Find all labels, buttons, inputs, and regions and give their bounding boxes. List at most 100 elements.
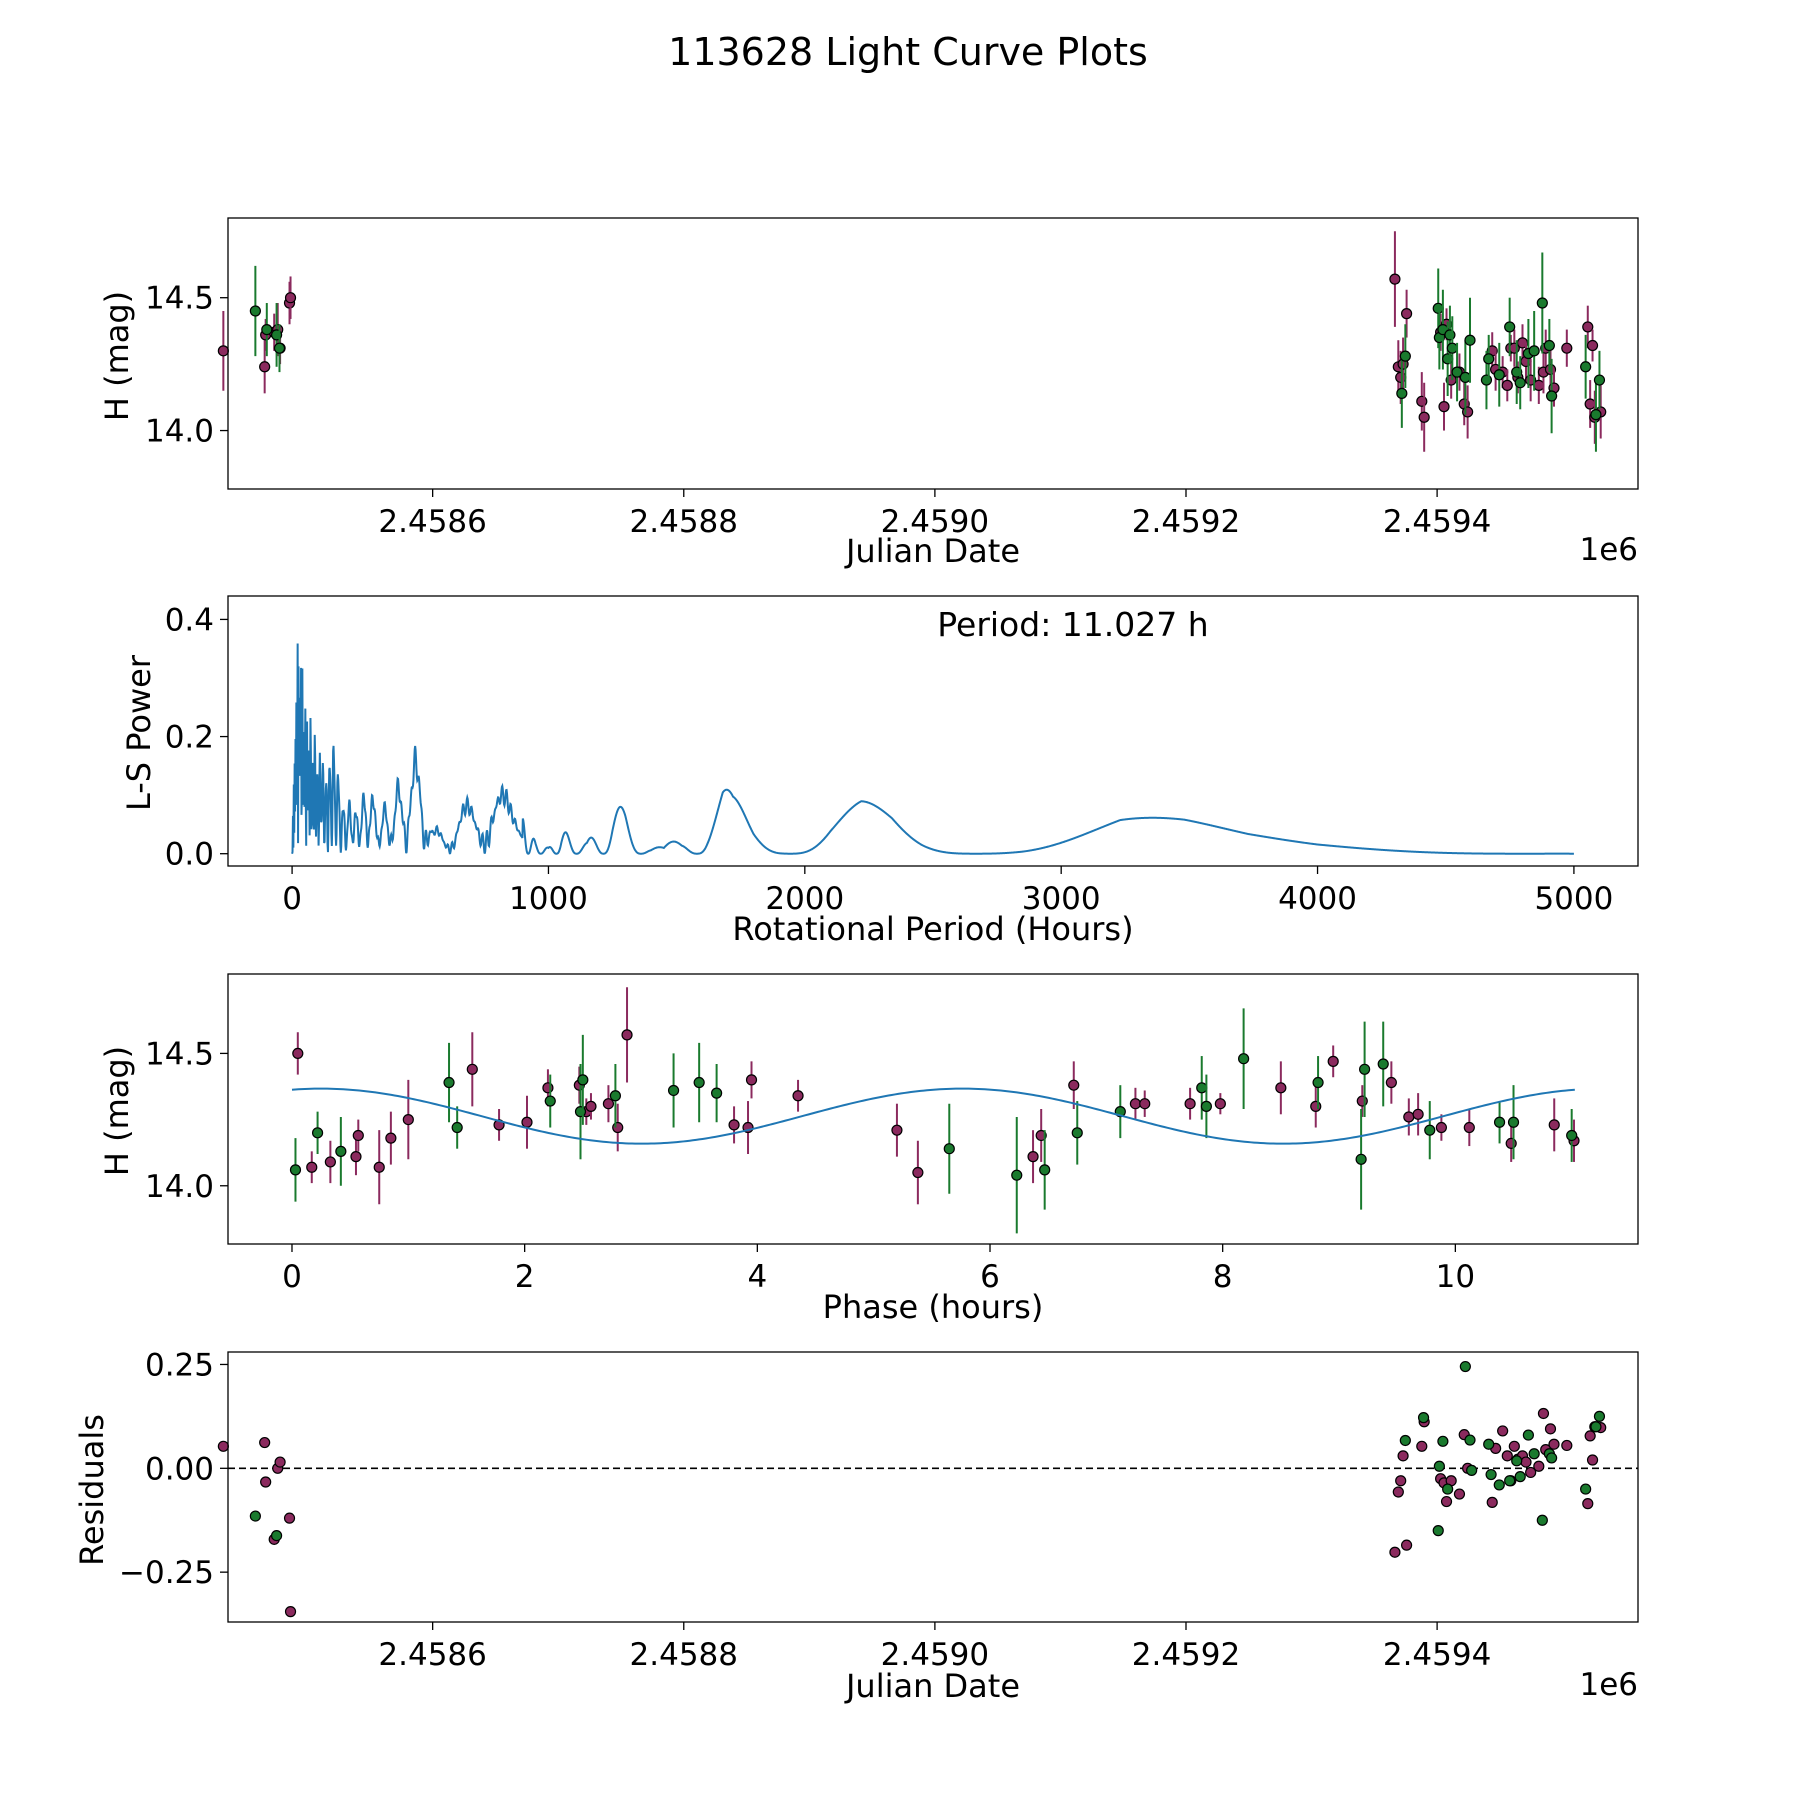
data-point <box>1580 1483 1592 1495</box>
phased-ylabel: H (mag) <box>98 1046 136 1176</box>
panel-2-frame <box>227 973 1639 1245</box>
data-point <box>1590 1421 1602 1433</box>
data-point <box>1437 1435 1449 1447</box>
data-point <box>1400 1539 1413 1551</box>
data-point <box>1377 1058 1389 1070</box>
data-point <box>1438 401 1450 413</box>
data-point <box>1139 1098 1151 1110</box>
panel-2-ytick-label: 14.0 <box>145 1169 214 1205</box>
data-point <box>1214 1098 1226 1110</box>
data-point <box>1446 342 1458 354</box>
data-point <box>306 1161 318 1173</box>
data-point <box>1416 395 1428 407</box>
panel-1-xtick-label: 2000 <box>765 881 844 917</box>
data-point <box>1536 1514 1548 1526</box>
data-point <box>1027 1151 1039 1163</box>
data-point <box>1327 1055 1339 1067</box>
data-point <box>1584 1430 1596 1442</box>
data-point <box>1537 1407 1550 1420</box>
panel-1-xtick-label: 4000 <box>1278 881 1357 917</box>
data-point <box>385 1132 397 1144</box>
data-point <box>1459 1360 1471 1373</box>
data-point <box>1584 398 1596 410</box>
periodogram-panel: Rotational Period (Hours) L-S Power Peri… <box>120 595 1639 948</box>
data-point <box>1392 1486 1404 1498</box>
data-point <box>585 1100 597 1112</box>
panel-1-ytick-label: 0.2 <box>165 720 214 756</box>
data-point <box>1511 1455 1523 1467</box>
data-point <box>1580 361 1592 373</box>
data-point <box>1586 1454 1599 1466</box>
data-point <box>1586 339 1599 352</box>
data-point <box>711 1087 723 1099</box>
data-point <box>1462 406 1474 418</box>
data-point <box>1508 1440 1520 1452</box>
panel-3-xtick-label: 2.4592 <box>1132 1637 1240 1673</box>
periodogram-xlabel: Rotational Period (Hours) <box>732 910 1133 948</box>
data-point <box>1459 371 1471 384</box>
data-point <box>274 1456 286 1468</box>
data-point <box>1548 1438 1560 1450</box>
data-point <box>260 1476 272 1488</box>
panel-0-xtick-label: 2.4590 <box>881 504 989 540</box>
data-point <box>1453 1488 1466 1500</box>
period-annotation: Period: 11.027 h <box>937 605 1208 644</box>
data-point <box>1504 321 1516 333</box>
data-point <box>1389 1546 1401 1558</box>
data-point <box>1403 1111 1415 1123</box>
data-point <box>217 345 229 357</box>
data-point <box>1389 273 1401 285</box>
panel-3-ytick-label: 0.00 <box>145 1451 214 1487</box>
data-point <box>1493 1116 1506 1128</box>
panel-0-xtick-label: 2.4594 <box>1383 504 1491 540</box>
data-point <box>1396 387 1408 399</box>
panel-1-frame <box>227 595 1639 867</box>
data-point <box>259 361 271 373</box>
data-point <box>1433 1460 1445 1472</box>
data-point <box>373 1161 385 1173</box>
panel-2-xtick-label: 4 <box>747 1259 767 1295</box>
data-point <box>350 1151 362 1163</box>
data-point <box>1501 379 1513 391</box>
data-point <box>1395 371 1407 384</box>
data-point <box>1485 1468 1497 1481</box>
data-point <box>1464 334 1476 346</box>
data-point <box>1442 1483 1454 1495</box>
data-point <box>1444 329 1456 341</box>
data-point <box>1561 342 1573 354</box>
panel-2-xtick-label: 10 <box>1436 1259 1475 1295</box>
data-point <box>1418 411 1430 423</box>
data-point <box>1071 1127 1083 1139</box>
data-point <box>1464 1434 1476 1446</box>
data-point <box>1416 1440 1428 1452</box>
data-point <box>1507 1116 1520 1128</box>
data-point <box>1544 363 1557 376</box>
data-point <box>261 323 273 336</box>
panel-3-axes: 2.4586 2.4588 2.4590 2.4592 2.4594 −0.25 0.00 0… <box>119 1347 1491 1673</box>
data-point <box>1514 1471 1526 1483</box>
data-point <box>1522 1429 1534 1441</box>
data-point <box>1546 390 1558 402</box>
data-point <box>289 1164 302 1176</box>
data-point <box>602 1098 615 1110</box>
data-point <box>1399 1434 1411 1447</box>
panel-0-frame <box>227 217 1639 490</box>
data-point <box>621 1029 633 1041</box>
panel-1-axes: 0 1000 2000 3000 4000 5000 0.0 0.2 0.4 <box>165 602 1614 917</box>
residuals-xlabel: Julian Date <box>844 1667 1020 1705</box>
data-point <box>912 1166 924 1179</box>
panel-3-ytick-label: 0.25 <box>145 1347 214 1383</box>
data-point <box>1520 1456 1532 1468</box>
data-point <box>1582 1498 1594 1510</box>
data-point <box>1501 1450 1513 1462</box>
data-point <box>1399 350 1411 362</box>
panel-2-points <box>289 987 1580 1234</box>
data-point <box>1590 409 1602 421</box>
data-point <box>1514 377 1526 389</box>
lightcurve-xlabel: Julian Date <box>844 532 1020 570</box>
lightcurve-x-offset-label: 1e6 <box>1579 532 1638 568</box>
panel-0-points <box>217 231 1607 452</box>
data-point <box>1528 1448 1540 1460</box>
